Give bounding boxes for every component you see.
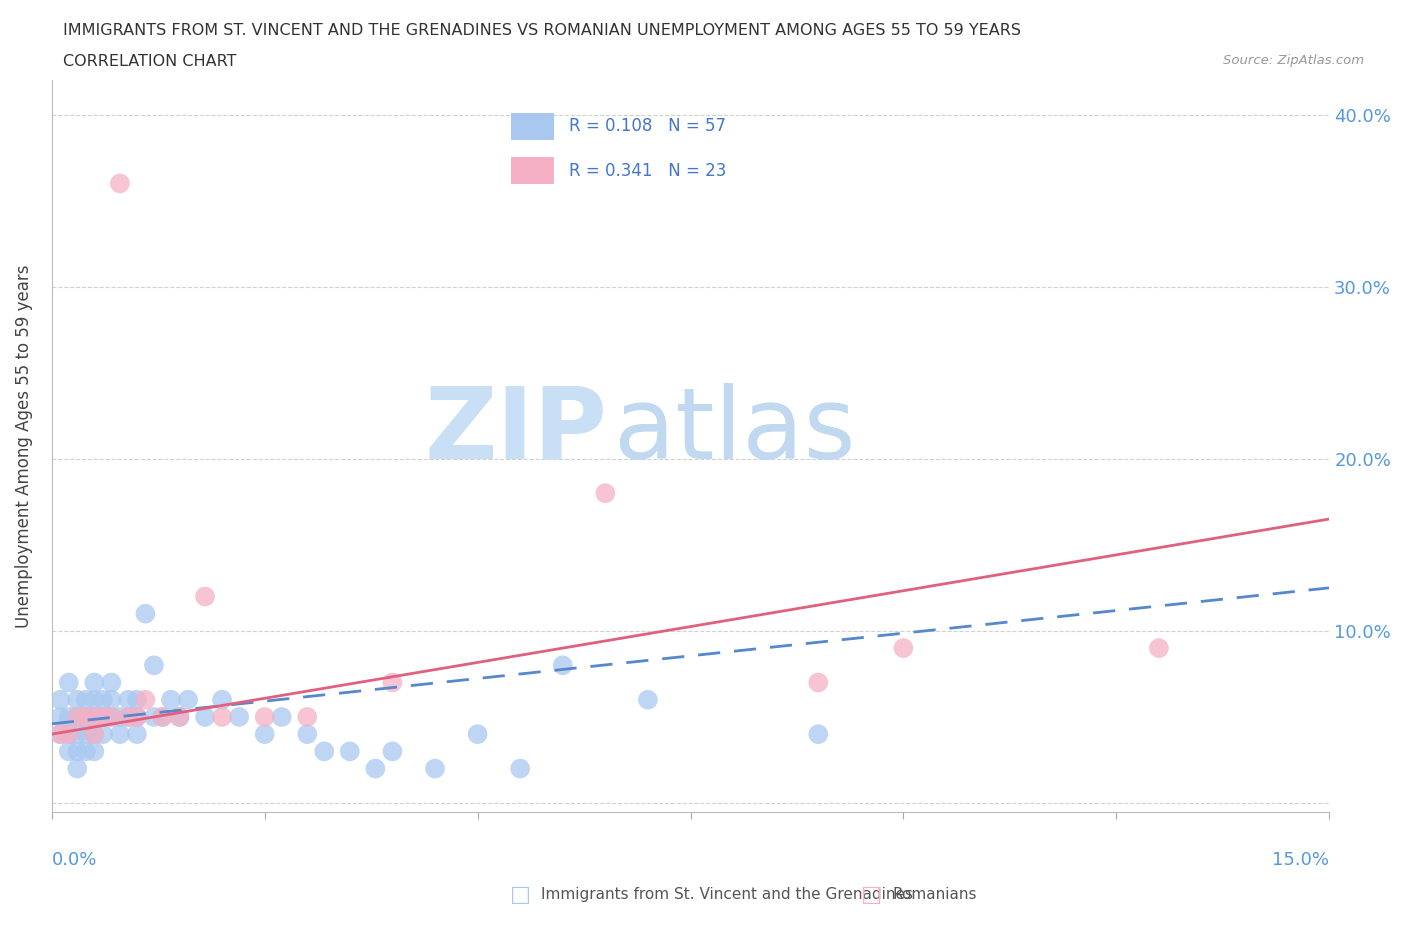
Point <box>117 710 139 724</box>
Point <box>194 589 217 604</box>
Point <box>58 726 80 741</box>
Point <box>211 710 233 724</box>
Text: atlas: atlas <box>614 383 855 480</box>
Point <box>160 692 183 707</box>
Point <box>108 176 131 191</box>
Text: 0.0%: 0.0% <box>52 851 97 869</box>
Point <box>100 675 122 690</box>
Point <box>125 710 148 724</box>
Point <box>134 606 156 621</box>
Point <box>125 710 148 724</box>
Point <box>117 710 139 724</box>
Point <box>297 726 319 741</box>
Text: □: □ <box>862 884 882 905</box>
Point <box>83 710 105 724</box>
Point <box>297 710 319 724</box>
Point <box>194 710 217 724</box>
Point <box>314 744 336 759</box>
Point <box>108 710 131 724</box>
Point <box>253 726 276 741</box>
Point <box>83 726 105 741</box>
Point <box>83 726 105 741</box>
Point <box>100 710 122 724</box>
Point <box>49 710 72 724</box>
Point <box>49 692 72 707</box>
Point <box>142 658 165 672</box>
Point <box>75 726 97 741</box>
Point <box>91 692 114 707</box>
Text: Romanians: Romanians <box>893 887 977 902</box>
Point <box>66 761 89 776</box>
Point <box>66 710 89 724</box>
Point <box>152 710 174 724</box>
Point <box>100 710 122 724</box>
Point <box>270 710 292 724</box>
Point <box>509 761 531 776</box>
Point <box>1147 641 1170 656</box>
Point <box>595 485 617 500</box>
Point <box>228 710 250 724</box>
Point <box>75 710 97 724</box>
Point <box>637 692 659 707</box>
Point <box>551 658 574 672</box>
Point <box>211 692 233 707</box>
Point <box>66 744 89 759</box>
Point <box>49 726 72 741</box>
Point <box>66 726 89 741</box>
Point <box>134 692 156 707</box>
Point <box>83 692 105 707</box>
Text: Immigrants from St. Vincent and the Grenadines: Immigrants from St. Vincent and the Gren… <box>541 887 914 902</box>
Point <box>423 761 446 776</box>
Text: CORRELATION CHART: CORRELATION CHART <box>63 54 236 69</box>
Point <box>177 692 200 707</box>
Point <box>100 692 122 707</box>
Point <box>108 726 131 741</box>
Point <box>807 675 830 690</box>
Text: ZIP: ZIP <box>425 383 607 480</box>
Point <box>467 726 489 741</box>
Point <box>75 692 97 707</box>
Point <box>169 710 191 724</box>
Point <box>58 710 80 724</box>
Point <box>91 726 114 741</box>
Point <box>83 675 105 690</box>
Point <box>91 710 114 724</box>
Y-axis label: Unemployment Among Ages 55 to 59 years: Unemployment Among Ages 55 to 59 years <box>15 264 32 628</box>
Point <box>49 726 72 741</box>
Point <box>58 744 80 759</box>
Point <box>75 710 97 724</box>
Point <box>58 675 80 690</box>
Text: □: □ <box>510 884 530 905</box>
Point <box>58 726 80 741</box>
Point <box>381 744 404 759</box>
Text: IMMIGRANTS FROM ST. VINCENT AND THE GRENADINES VS ROMANIAN UNEMPLOYMENT AMONG AG: IMMIGRANTS FROM ST. VINCENT AND THE GREN… <box>63 23 1021 38</box>
Point <box>152 710 174 724</box>
Point <box>83 710 105 724</box>
Point <box>381 675 404 690</box>
Text: Source: ZipAtlas.com: Source: ZipAtlas.com <box>1223 54 1364 67</box>
Point <box>66 710 89 724</box>
Point <box>125 692 148 707</box>
Point <box>83 744 105 759</box>
Point <box>253 710 276 724</box>
Point <box>117 692 139 707</box>
Point <box>75 744 97 759</box>
Point <box>364 761 387 776</box>
Point <box>169 710 191 724</box>
Point <box>893 641 915 656</box>
Point <box>807 726 830 741</box>
Point <box>339 744 361 759</box>
Point <box>91 710 114 724</box>
Point <box>66 692 89 707</box>
Text: 15.0%: 15.0% <box>1272 851 1329 869</box>
Point <box>142 710 165 724</box>
Point <box>125 726 148 741</box>
